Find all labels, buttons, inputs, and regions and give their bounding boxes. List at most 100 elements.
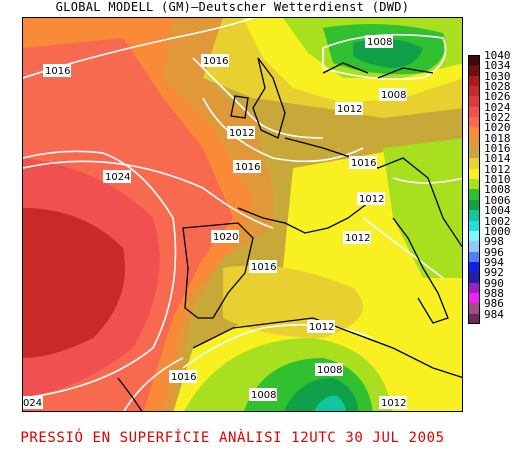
legend-row: 1018 [468, 132, 520, 149]
legend-label: 996 [484, 245, 504, 259]
legend-label: 1022 [484, 111, 511, 125]
isobar-labels: 1016 1016 1008 1008 1012 1012 1016 1016 … [23, 35, 407, 409]
field-1010-east [383, 138, 462, 278]
legend-swatch [468, 303, 480, 314]
isobar-label: 1012 [381, 398, 406, 409]
legend-swatch [468, 313, 480, 324]
isobar-label: 1020 [213, 232, 238, 243]
legend-swatch [468, 241, 480, 252]
field-1014-med [223, 265, 363, 338]
legend-swatch [468, 106, 480, 118]
legend-label: 984 [484, 307, 504, 321]
legend-swatch [468, 127, 480, 138]
legend-row: 994 [468, 256, 520, 273]
legend-label: 1026 [484, 90, 511, 104]
legend-row: 1024 [468, 101, 520, 118]
legend-swatch [468, 168, 480, 180]
legend-row: 1026 [468, 91, 520, 107]
legend-label: 986 [484, 297, 504, 311]
isobar-label: 1008 [251, 390, 276, 401]
legend-label: 1000 [484, 224, 511, 238]
legend-label: 1008 [484, 183, 511, 197]
legend-swatch [468, 179, 480, 190]
legend-label: 1034 [484, 59, 511, 73]
legend-swatch [468, 55, 480, 66]
legend-label: 994 [484, 255, 504, 269]
pressure-map: 1016 1016 1008 1008 1012 1012 1016 1016 … [22, 17, 463, 412]
legend-row: 1014 [468, 153, 520, 169]
legend-row: 1012 [468, 163, 520, 180]
legend-swatch [468, 292, 480, 304]
legend-row: 1028 [468, 81, 520, 97]
legend-row: 1040 [468, 50, 520, 66]
legend-swatch [468, 261, 480, 273]
legend-label: 992 [484, 266, 504, 280]
legend-swatch [468, 137, 480, 149]
field-1012-med [173, 138, 462, 411]
legend-row: 1008 [468, 184, 520, 200]
legend-swatch [468, 282, 480, 293]
isobar-label: 1008 [381, 90, 406, 101]
legend-row: 996 [468, 246, 520, 262]
legend-row: 1000 [468, 225, 520, 242]
isobar-label: 1016 [351, 158, 376, 169]
legend-swatch [468, 75, 480, 87]
legend-row: 990 [468, 277, 520, 293]
isobar-label: 1016 [235, 162, 260, 173]
legend-row: 988 [468, 287, 520, 304]
legend-swatch [468, 158, 480, 169]
isobar-label: 1016 [203, 56, 228, 67]
isobar-label: 1024 [105, 172, 130, 183]
legend-label: 1002 [484, 214, 511, 228]
legend-swatch [468, 220, 480, 231]
isobar-label: 1016 [251, 262, 276, 273]
legend-swatch [468, 65, 480, 76]
legend-label: 990 [484, 276, 504, 290]
legend-label: 1006 [484, 193, 511, 207]
legend-label: 988 [484, 286, 504, 300]
map-caption: PRESSIÓ EN SUPERFÍCIE ANÀLISI 12UTC 30 J… [20, 430, 445, 446]
legend-swatch [468, 199, 480, 211]
legend-label: 1004 [484, 204, 511, 218]
legend-label: 1010 [484, 173, 511, 187]
legend-swatch [468, 251, 480, 262]
legend-label: 1030 [484, 69, 511, 83]
legend-row: 984 [468, 308, 520, 324]
legend-row: 1010 [468, 174, 520, 190]
legend-row: 1004 [468, 205, 520, 221]
legend-swatch [468, 210, 480, 221]
legend-row: 1034 [468, 60, 520, 76]
legend-label: 1024 [484, 100, 511, 114]
isobar-label: 024 [23, 398, 42, 409]
legend-label: 1020 [484, 121, 511, 135]
field-1026 [23, 208, 125, 358]
legend-label: 998 [484, 235, 504, 249]
isobar-label: 1008 [367, 37, 392, 48]
isobar-label: 1012 [359, 194, 384, 205]
legend-label: 1040 [484, 49, 511, 62]
legend-label: 1016 [484, 142, 511, 156]
legend-swatch [468, 86, 480, 97]
legend-row: 1002 [468, 215, 520, 231]
legend-row: 1022 [468, 112, 520, 128]
legend-swatch [468, 96, 480, 107]
legend-swatch [468, 189, 480, 200]
pressure-legend: 1040 1034 1030 1028 1026 1024 1022 1020 1018 1016… [468, 50, 520, 324]
isobar-label: 1016 [45, 66, 70, 77]
isobar-label: 1008 [317, 365, 342, 376]
legend-label: 1028 [484, 80, 511, 94]
isobar-label: 1012 [337, 104, 362, 115]
legend-label: 1014 [484, 152, 511, 166]
field-1004-south [314, 395, 346, 411]
isobar-label: 1012 [229, 128, 254, 139]
legend-swatch [468, 117, 480, 128]
map-title: GLOBAL MODELL (GM)—Deutscher Wetterdiens… [55, 0, 410, 14]
isobar-label: 1012 [309, 322, 334, 333]
legend-swatch [468, 230, 480, 242]
isobar-label: 1016 [171, 372, 196, 383]
isobar-label: 1012 [345, 233, 370, 244]
legend-row: 1030 [468, 70, 520, 87]
legend-label: 1012 [484, 162, 511, 176]
legend-label: 1018 [484, 131, 511, 145]
legend-swatch [468, 272, 480, 283]
